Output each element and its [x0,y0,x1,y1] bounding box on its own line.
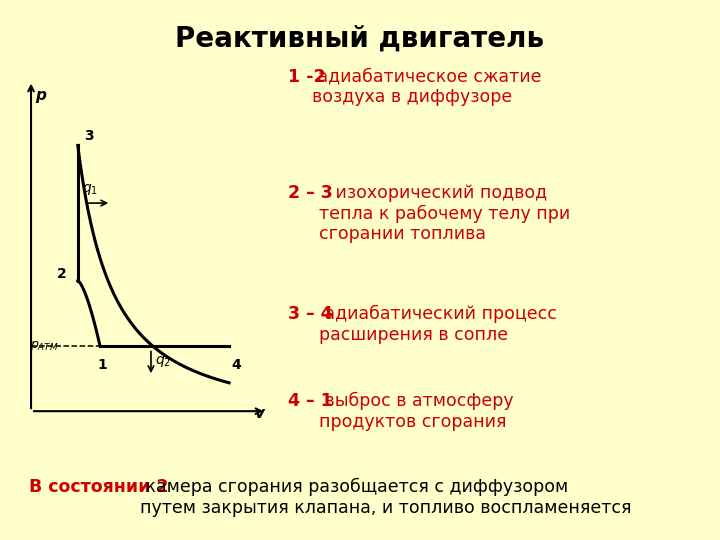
Text: v: v [254,406,264,421]
Text: $q_1$: $q_1$ [82,182,98,197]
Text: изохорический подвод
тепла к рабочему телу при
сгорании топлива: изохорический подвод тепла к рабочему те… [319,184,570,244]
Text: $q_2$: $q_2$ [156,354,171,368]
Text: 2 – 3: 2 – 3 [288,184,333,201]
Text: камера сгорания разобщается с диффузором
путем закрытия клапана, и топливо воспл: камера сгорания разобщается с диффузором… [140,478,632,517]
Text: 4: 4 [231,357,240,372]
Text: 2: 2 [58,267,67,281]
Text: 1 -2: 1 -2 [288,68,325,85]
Text: $p_{АТМ}$: $p_{АТМ}$ [30,339,58,353]
Text: Реактивный двигатель: Реактивный двигатель [176,24,544,52]
Text: 3: 3 [84,130,94,144]
Text: адиабатический процесс
расширения в сопле: адиабатический процесс расширения в сопл… [319,305,557,344]
Text: 1: 1 [97,357,107,372]
Text: выброс в атмосферу
продуктов сгорания: выброс в атмосферу продуктов сгорания [319,392,513,430]
Text: адиабатическое сжатие
воздуха в диффузоре: адиабатическое сжатие воздуха в диффузор… [312,68,542,106]
Text: В состоянии 2: В состоянии 2 [29,478,168,496]
Text: 4 – 1: 4 – 1 [288,392,333,409]
Text: p: p [35,88,46,103]
Text: 3 – 4: 3 – 4 [288,305,333,323]
